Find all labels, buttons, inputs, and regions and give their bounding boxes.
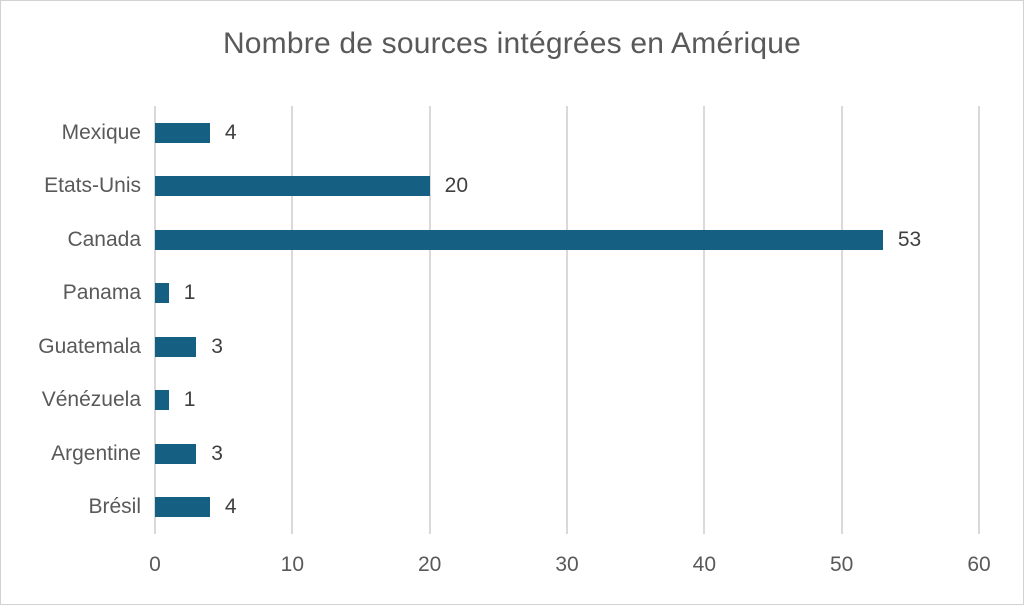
bar-guatemala <box>155 336 197 357</box>
bar-row: 20 <box>155 160 979 214</box>
gridline-40 <box>703 106 706 534</box>
value-label: 3 <box>211 334 223 358</box>
bar-row: 3 <box>155 320 979 374</box>
bar-argentine <box>155 443 197 464</box>
gridline-50 <box>840 106 843 534</box>
gridline-20 <box>428 106 431 534</box>
value-label: 1 <box>183 388 196 412</box>
value-label: 1 <box>183 281 196 305</box>
x-tick-label-40: 40 <box>692 553 716 576</box>
bar-row: 4 <box>155 106 979 160</box>
bar-v-n-zuela <box>155 390 169 411</box>
chart-title: Nombre de sources intégrées en Amérique <box>222 27 802 60</box>
x-tick-label-0: 0 <box>149 553 161 576</box>
category-label-mexique: Mexique <box>61 120 141 144</box>
bar-row: 1 <box>155 374 979 428</box>
value-label: 4 <box>224 120 237 144</box>
value-label: 4 <box>224 495 237 519</box>
plot-area: 4 20 53 1 3 1 3 4 <box>154 106 980 535</box>
gridline-30 <box>566 106 568 534</box>
bar-br-sil <box>155 497 210 518</box>
category-label-guatemala: Guatemala <box>38 334 141 358</box>
category-label-panama: Panama <box>62 281 141 305</box>
value-label: 53 <box>897 227 922 251</box>
value-label: 20 <box>444 174 469 198</box>
category-label-v-n-zuela: Vénézuela <box>41 388 141 412</box>
x-tick-label-50: 50 <box>829 553 854 576</box>
gridline-10 <box>291 106 294 534</box>
x-tick-label-20: 20 <box>417 553 442 576</box>
category-label-argentine: Argentine <box>51 441 141 465</box>
bar-canada <box>155 229 883 250</box>
bar-panama <box>155 283 169 304</box>
x-tick-label-60: 60 <box>967 553 991 576</box>
category-label-br-sil: Brésil <box>88 495 141 519</box>
bar-mexique <box>155 122 210 143</box>
x-tick-label-10: 10 <box>280 553 304 576</box>
category-label-canada: Canada <box>67 227 141 251</box>
value-label: 3 <box>211 441 223 465</box>
bar-row: 4 <box>155 481 979 535</box>
gridline-0 <box>154 106 156 534</box>
gridline-60 <box>978 106 980 534</box>
bar-row: 3 <box>155 427 979 481</box>
bar-etats-unis <box>155 176 430 197</box>
bar-row: 1 <box>155 267 979 321</box>
bar-row: 53 <box>155 213 979 267</box>
x-tick-label-30: 30 <box>555 553 579 576</box>
category-label-etats-unis: Etats-Unis <box>44 174 141 198</box>
